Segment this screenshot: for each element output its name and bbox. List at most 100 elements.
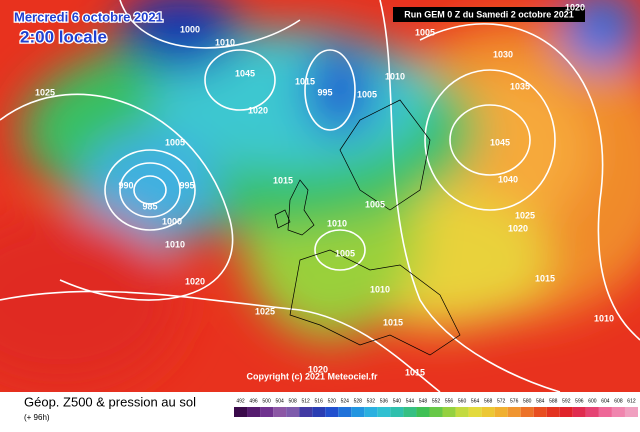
colorbar-swatch — [234, 407, 248, 417]
map-field — [0, 0, 640, 392]
colorbar-swatch — [364, 407, 378, 417]
colorbar-swatch — [507, 407, 521, 417]
copyright: Copyright (c) 2021 Meteociel.fr — [246, 371, 378, 381]
footer-title: Géop. Z500 & pression au sol — [24, 394, 196, 409]
isobar-label: 1020 — [508, 223, 528, 233]
forecast-date: Mercredi 6 octobre 2021 — [14, 9, 163, 24]
colorbar-label: 576 — [510, 398, 519, 404]
isobar-label: 1040 — [498, 174, 518, 184]
isobar-label: 1015 — [273, 175, 293, 185]
colorbar-label: 512 — [302, 398, 311, 404]
colorbar-swatch — [286, 407, 300, 417]
isobar-label: 1020 — [565, 2, 585, 12]
isobar-label: 1010 — [165, 239, 185, 249]
colorbar-swatch — [325, 407, 339, 417]
colorbar-swatch — [624, 407, 638, 417]
isobar-label: 990 — [118, 180, 133, 190]
isobar-label: 1015 — [535, 273, 555, 283]
colorbar-swatch — [416, 407, 430, 417]
colorbar-label: 592 — [562, 398, 571, 404]
colorbar-swatch — [546, 407, 560, 417]
isobar-label: 1020 — [308, 364, 328, 374]
isobar-label: 1015 — [383, 317, 403, 327]
colorbar-label: 520 — [328, 398, 337, 404]
colorbar-label: 560 — [458, 398, 467, 404]
isobar-label: 1005 — [415, 27, 435, 37]
colorbar-label: 552 — [432, 398, 441, 404]
coastlines — [274, 99, 461, 356]
colorbar-swatch — [273, 407, 287, 417]
isobar-label: 1045 — [490, 137, 510, 147]
colorbar-swatch — [455, 407, 469, 417]
colorbar-label: 540 — [393, 398, 402, 404]
isobar-label: 1005 — [365, 199, 385, 209]
colorbar-swatch — [442, 407, 456, 417]
colorbar-label: 584 — [536, 398, 545, 404]
colorbar-swatch — [390, 407, 404, 417]
colorbar-label: 572 — [497, 398, 506, 404]
run-box — [393, 7, 585, 22]
colorbar-label: 548 — [419, 398, 428, 404]
colorbar-swatch — [247, 407, 261, 417]
isobar-label: 1015 — [405, 367, 425, 377]
colorbar-label: 604 — [601, 398, 610, 404]
colorbar-label: 600 — [588, 398, 597, 404]
colorbar-swatch — [338, 407, 352, 417]
isobar-label: 1010 — [327, 218, 347, 228]
isobar-label: 1015 — [295, 76, 315, 86]
colorbar-swatch — [598, 407, 612, 417]
isobar-label: 1020 — [185, 276, 205, 286]
isobar-label: 1035 — [510, 81, 530, 91]
colorbar-swatch — [429, 407, 443, 417]
colorbar-label: 504 — [275, 398, 284, 404]
colorbar-label: 516 — [315, 398, 324, 404]
colorbar-swatch — [585, 407, 599, 417]
isobar-label: 1000 — [180, 24, 200, 34]
isobar-label: 1030 — [493, 49, 513, 59]
colorbar-swatch — [611, 407, 625, 417]
isobar-label: 1010 — [215, 37, 235, 47]
colorbar-swatch — [312, 407, 326, 417]
isobar-label: 1005 — [357, 89, 377, 99]
colorbar-swatch — [299, 407, 313, 417]
colorbar-swatch — [533, 407, 547, 417]
colorbar-swatch — [481, 407, 495, 417]
colorbar-label: 524 — [341, 398, 350, 404]
colorbar-swatch — [403, 407, 417, 417]
colorbar-swatch — [260, 407, 274, 417]
isobar-label: 1045 — [235, 68, 255, 78]
colorbar-label: 544 — [406, 398, 415, 404]
colorbar-swatch — [559, 407, 573, 417]
colorbar-label: 492 — [236, 398, 245, 404]
isobars — [0, 0, 640, 341]
colorbar-label: 568 — [484, 398, 493, 404]
isobar-label: 1025 — [515, 210, 535, 220]
isobar-label: 1010 — [385, 71, 405, 81]
colorbar-label: 556 — [445, 398, 454, 404]
colorbar-label: 580 — [523, 398, 532, 404]
isobar-label: 1005 — [335, 248, 355, 258]
isobar-label: 1010 — [370, 284, 390, 294]
colorbar-label: 500 — [262, 398, 271, 404]
isobar-label: 1025 — [35, 87, 55, 97]
colorbar: 492 496 500 504 508 512 516 520 524 528 532 536 540 5… — [234, 398, 638, 417]
colorbar-label: 588 — [549, 398, 558, 404]
colorbar-label: 536 — [380, 398, 389, 404]
isobar-label: 995 — [317, 87, 332, 97]
isobar-label: 985 — [142, 201, 157, 211]
isobar-label: 1025 — [255, 306, 275, 316]
isobar-label: 1010 — [594, 313, 614, 323]
isobar-label: 1020 — [248, 105, 268, 115]
colorbar-swatch — [468, 407, 482, 417]
colorbar-swatch — [377, 407, 391, 417]
colorbar-label: 596 — [575, 398, 584, 404]
colorbar-label: 508 — [288, 398, 297, 404]
colorbar-label: 564 — [471, 398, 480, 404]
footer-lead: (+ 96h) — [24, 413, 50, 422]
colorbar-label: 528 — [354, 398, 363, 404]
isobar-label: 1000 — [162, 216, 182, 226]
colorbar-swatch — [351, 407, 365, 417]
isobar-label: 1005 — [165, 137, 185, 147]
